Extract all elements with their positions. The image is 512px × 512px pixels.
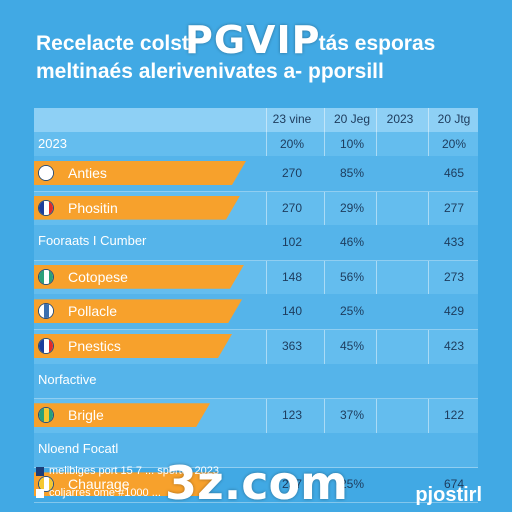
table-row: Nloend Focatl (34, 432, 478, 469)
table-row: Pnestics 363 45% 423 (34, 329, 478, 365)
column-divider (376, 108, 377, 446)
footnote: meliblges port 15 7 ... sporter 2023 (36, 465, 219, 477)
column-divider (324, 108, 325, 446)
flag-icon (38, 200, 54, 216)
cell: 148 (281, 269, 303, 284)
row-label: Nloend Focatl (38, 440, 119, 456)
row-label: Pollacle (68, 303, 118, 320)
row-label: Pnestics (68, 338, 121, 354)
column-header: 2023 (386, 112, 414, 126)
table-row: Fooraats I Cumber 102 46% 433 (34, 225, 478, 261)
row-label: Anties (68, 165, 107, 181)
highlight-banner: Phositin (34, 196, 240, 220)
cell: 237 (281, 477, 303, 492)
column-divider (428, 108, 429, 446)
cell: 102 (281, 235, 303, 250)
row-label: Norfactive (38, 371, 97, 387)
highlight-banner: Brigle (34, 403, 210, 427)
data-table: 23 vine 20 Jeg 2023 20 Jtg 2023 20% 10% … (34, 108, 478, 503)
cell: 45% (339, 339, 365, 353)
title-line-2: meltinaés alerivenivates a- pporsill (36, 60, 384, 83)
title-line-1: Recelacte colst (36, 32, 189, 55)
cell: 25% (339, 304, 365, 319)
cell: 29% (339, 200, 365, 215)
flag-icon (38, 338, 54, 354)
footnote-text: coljarres ome #1000 ... (49, 487, 161, 499)
table-row: Brigle 123 37% 122 (34, 398, 478, 434)
crest-icon (38, 303, 54, 319)
cell: 122 (443, 408, 465, 423)
highlight-banner: Cotopese (34, 265, 244, 289)
table-row: 2023 20% 10% 20% (34, 132, 478, 157)
cell: 20% (279, 137, 305, 151)
cell: 10% (339, 137, 365, 151)
cell: 270 (281, 200, 303, 215)
cell: 85% (339, 166, 365, 180)
title-line-1-end: tás esporas (318, 32, 436, 55)
cell: 465 (443, 166, 465, 180)
cell: 429 (443, 304, 465, 319)
table-row: Chaurage 237 25% 674 (34, 467, 478, 503)
cell: 56% (339, 269, 365, 284)
cell: 46% (339, 235, 365, 250)
footnote-text: meliblges port 15 7 ... sporter 2023 (49, 465, 219, 477)
row-label: Phositin (68, 199, 118, 216)
legend-swatch-icon (36, 488, 44, 498)
cell: 277 (443, 200, 465, 215)
column-header: 20 Jtg (437, 112, 471, 126)
footnote: coljarres ome #1000 ... (36, 487, 161, 499)
column-header: 23 vine (272, 112, 312, 126)
cell: 20% (441, 137, 467, 151)
highlight-banner: Chaurage (34, 472, 218, 496)
brand-logo: pjostirl (415, 484, 482, 506)
cell: 674 (443, 477, 465, 492)
legend-swatch-icon (36, 466, 44, 476)
badge-icon (38, 476, 54, 492)
leaf-icon (38, 407, 54, 423)
row-label: 2023 (38, 136, 67, 151)
row-label: Cotopese (68, 268, 128, 285)
highlight-banner: Pollacle (34, 299, 242, 323)
watermark-top: PGVIP (185, 18, 321, 62)
mask-icon (38, 165, 54, 181)
cell: 140 (281, 304, 303, 319)
cell: 123 (281, 408, 303, 423)
cell: 433 (443, 235, 465, 250)
watermark-bottom: 3z.com (165, 456, 349, 510)
globe-icon (38, 269, 54, 285)
row-label: Brigle (68, 407, 104, 424)
column-divider (266, 108, 267, 446)
cell: 273 (443, 269, 465, 284)
table-row: Phositin 270 29% 277 (34, 191, 478, 227)
page-title: Recelacte colst tás esporas meltinaés al… (36, 30, 496, 86)
row-label: Chaurage (68, 476, 130, 493)
cell: 25% (339, 477, 365, 492)
cell: 363 (281, 339, 303, 353)
table-header: 23 vine 20 Jeg 2023 20 Jtg (34, 108, 478, 132)
row-label: Fooraats I Cumber (38, 233, 147, 249)
table-row: Anties 270 85% 465 (34, 156, 478, 192)
highlight-banner: Pnestics (34, 334, 232, 358)
table-row: Pollacle 140 25% 429 (34, 294, 478, 330)
table-row: Norfactive (34, 363, 478, 400)
cell: 270 (281, 166, 303, 180)
column-header: 20 Jeg (333, 112, 371, 126)
cell: 423 (443, 339, 465, 353)
cell: 37% (339, 408, 365, 423)
highlight-banner: Anties (34, 161, 246, 185)
table-row: Cotopese 148 56% 273 (34, 260, 478, 296)
